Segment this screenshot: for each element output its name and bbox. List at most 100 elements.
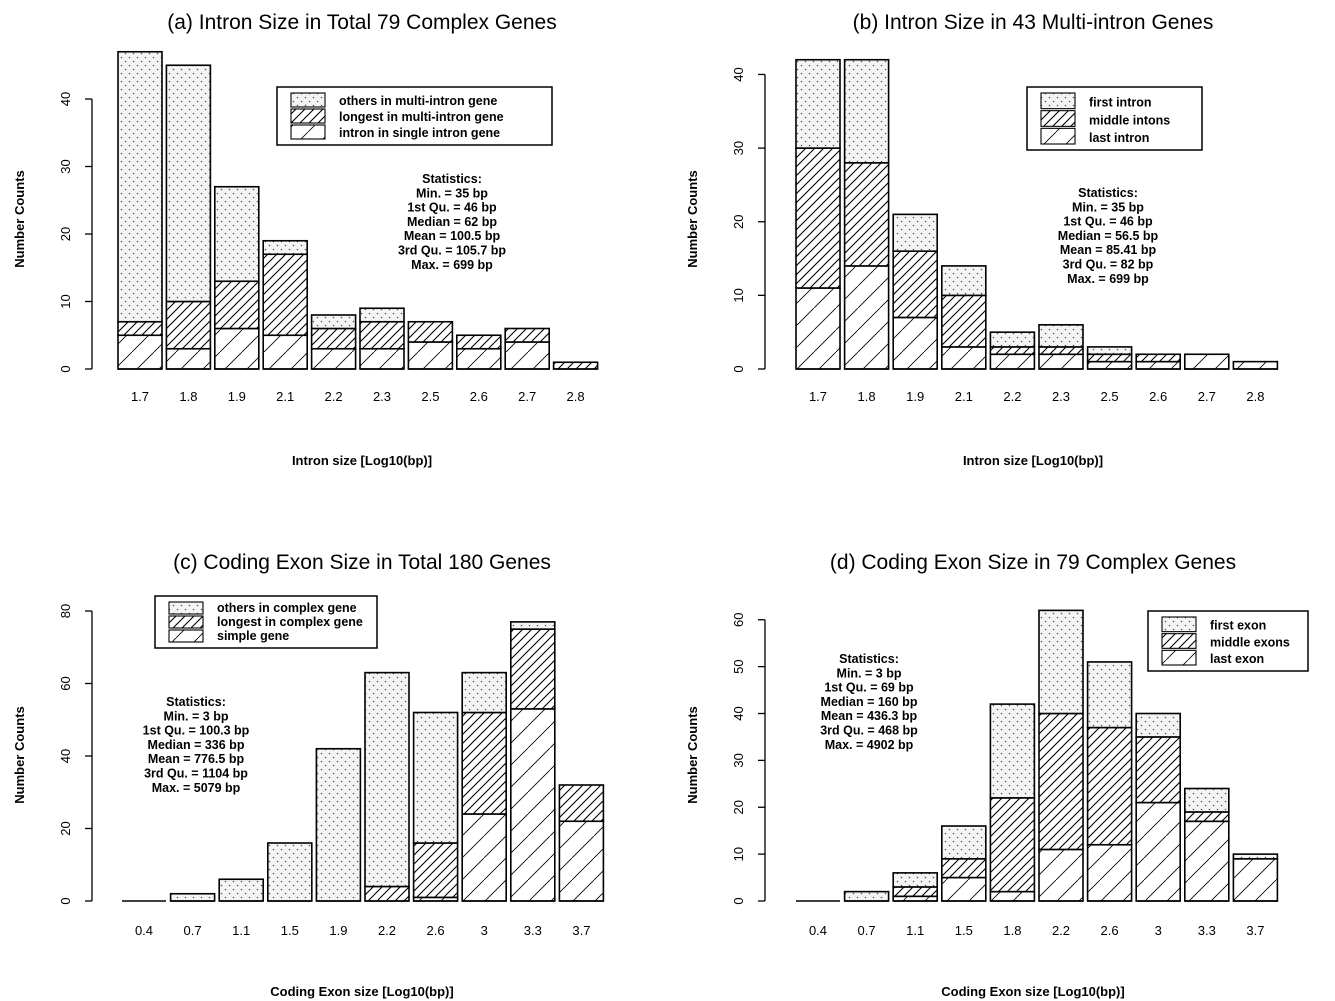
bar-segment (312, 315, 356, 329)
chart-c-xticks: 0.4 0.7 1.1 1.5 1.9 2.2 2.6 3 3.3 3.7 (135, 923, 590, 938)
x-tick-label: 1.1 (232, 923, 250, 938)
bar-segment (990, 332, 1034, 347)
statistics-line: 3rd Qu. = 1104 bp (144, 767, 248, 781)
bar-segment (511, 622, 555, 629)
statistics-line: Median = 160 bp (821, 695, 918, 709)
chart-c-yaxis: 020406080 (58, 604, 92, 905)
y-tick-label: 40 (58, 92, 73, 106)
legend-label: last intron (1089, 131, 1149, 145)
bar-segment (942, 266, 986, 295)
chart-d-legend: first exonmiddle exonslast exon (1148, 611, 1308, 671)
statistics-line: Min. = 35 bp (1072, 200, 1144, 214)
bar-segment (1039, 714, 1083, 850)
bar-segment (1233, 859, 1277, 901)
bar-segment (462, 814, 506, 901)
y-tick-label: 0 (58, 897, 73, 904)
legend-label: longest in multi-intron gene (339, 110, 504, 124)
x-tick-label: 3.7 (572, 923, 590, 938)
y-tick-label: 10 (731, 847, 746, 861)
chart-b-title: (b) Intron Size in 43 Multi-intron Genes (853, 11, 1214, 34)
x-tick-label: 0.4 (135, 923, 153, 938)
x-tick-label: 1.5 (281, 923, 299, 938)
statistics-heading: Statistics: (1078, 186, 1138, 200)
bar-segment (263, 254, 307, 335)
statistics-line: Median = 336 bp (148, 738, 245, 752)
x-tick-label: 1.8 (179, 389, 197, 404)
legend-label: simple gene (217, 629, 289, 643)
bar-segment (414, 713, 458, 844)
statistics-line: 1st Qu. = 100.3 bp (143, 724, 250, 738)
bar-segment (942, 826, 986, 859)
bar-segment (1039, 849, 1083, 901)
statistics-line: Mean = 85.41 bp (1060, 243, 1157, 257)
bar-segment (1039, 354, 1083, 369)
y-tick-label: 30 (58, 159, 73, 173)
y-tick-label: 20 (731, 800, 746, 814)
y-tick-label: 20 (731, 214, 746, 228)
statistics-line: 1st Qu. = 46 bp (407, 201, 497, 215)
chart-b-xticks: 1.7 1.8 1.9 2.1 2.2 2.3 2.5 2.6 2.7 2.8 (809, 389, 1264, 404)
x-tick-label: 3 (481, 923, 488, 938)
bar-segment (942, 347, 986, 369)
chart-d-yaxis: 0102030405060 (731, 613, 765, 905)
bar-segment (219, 879, 263, 901)
bar-segment (893, 251, 937, 317)
bar-segment (118, 322, 162, 336)
legend-swatch (1041, 111, 1075, 127)
bar-segment (990, 704, 1034, 798)
y-tick-label: 30 (731, 141, 746, 155)
legend-swatch (291, 93, 325, 107)
y-tick-label: 0 (731, 897, 746, 904)
chart-d-title: (d) Coding Exon Size in 79 Complex Genes (830, 551, 1236, 574)
x-tick-label: 2.2 (378, 923, 396, 938)
bar-segment (1088, 362, 1132, 369)
y-tick-label: 0 (58, 365, 73, 372)
y-tick-label: 50 (731, 659, 746, 673)
y-tick-label: 30 (731, 753, 746, 767)
bar-segment (1185, 789, 1229, 812)
statistics-heading: Statistics: (422, 172, 482, 186)
x-tick-label: 2.8 (1246, 389, 1264, 404)
x-tick-label: 2.2 (1003, 389, 1021, 404)
bar-segment (263, 335, 307, 369)
bar-segment (166, 302, 210, 349)
statistics-heading: Statistics: (839, 652, 899, 666)
bar-segment (1088, 728, 1132, 845)
x-tick-label: 2.7 (518, 389, 536, 404)
legend-swatch (169, 616, 203, 628)
y-tick-label: 10 (58, 294, 73, 308)
y-tick-label: 20 (58, 227, 73, 241)
bar-segment (457, 335, 501, 349)
chart-c-ylabel: Number Counts (12, 706, 27, 804)
chart-a: (a) Intron Size in Total 79 Complex Gene… (12, 11, 598, 468)
bar-segment (408, 342, 452, 369)
legend-swatch (291, 125, 325, 139)
bar-segment (263, 241, 307, 255)
bar-segment (554, 362, 598, 369)
x-tick-label: 1.8 (858, 389, 876, 404)
chart-d: (d) Coding Exon Size in 79 Complex Genes… (685, 551, 1308, 999)
x-tick-label: 2.6 (1101, 923, 1119, 938)
x-tick-label: 0.7 (858, 923, 876, 938)
bar-segment (942, 878, 986, 901)
statistics-line: Max. = 4902 bp (825, 738, 914, 752)
bar-segment (1136, 714, 1180, 737)
x-tick-label: 1.9 (228, 389, 246, 404)
statistics-line: Mean = 436.3 bp (821, 709, 918, 723)
bar-segment (1088, 845, 1132, 901)
chart-d-xlabel: Coding Exon size [Log10(bp)] (941, 984, 1124, 999)
bar-segment (1136, 362, 1180, 369)
bar-segment (1088, 347, 1132, 354)
bar-segment (845, 60, 889, 163)
bar-segment (559, 785, 603, 821)
x-tick-label: 2.8 (567, 389, 585, 404)
chart-a-xticks: 1.7 1.8 1.9 2.1 2.2 2.3 2.5 2.6 2.7 2.8 (131, 389, 585, 404)
bar-segment (360, 322, 404, 349)
bar-segment (414, 843, 458, 897)
bar-segment (312, 329, 356, 349)
chart-c-xlabel: Coding Exon size [Log10(bp)] (270, 984, 453, 999)
x-tick-label: 1.5 (955, 923, 973, 938)
chart-b-yaxis: 010203040 (731, 67, 765, 372)
x-tick-label: 2.2 (1052, 923, 1070, 938)
